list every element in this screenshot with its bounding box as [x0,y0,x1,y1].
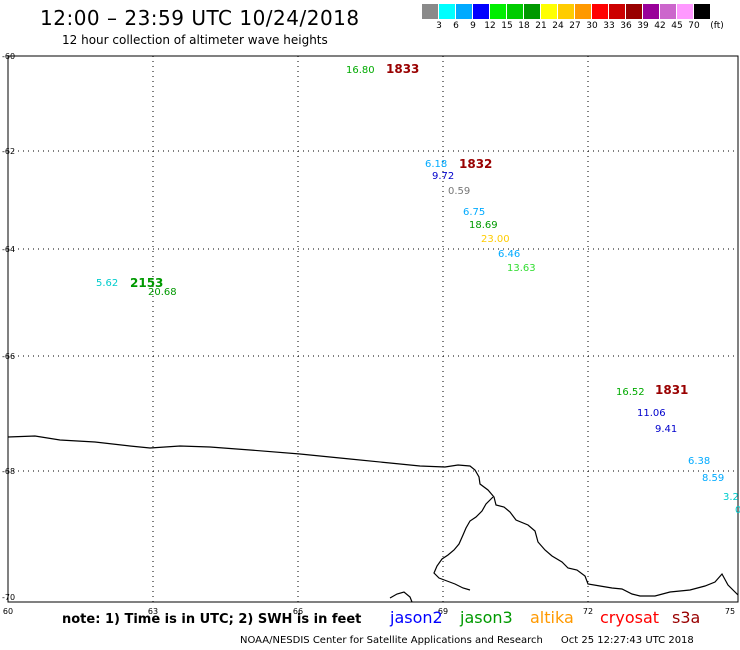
swh-value: 13.63 [507,263,536,274]
colorbar-tick-label: 30 [586,21,598,31]
legend-s3a: s3a [672,608,701,627]
pass-time-label: 1831 [655,383,688,397]
colorbar-swatch [694,4,711,19]
colorbar-tick-label: 36 [620,21,632,31]
track-1831: 16.52 1831 11.06 9.41 6.38 8.59 3.2 0 [616,383,740,516]
track-1833: 16.80 1833 [346,62,419,76]
swh-value: 16.52 [616,387,645,398]
swh-colorbar [422,4,711,19]
lon-label: 75 [725,607,735,616]
colorbar-tick-label: 21 [535,21,547,31]
lat-labels: -60 -62 -64 -66 -68 -70 [2,52,15,602]
colorbar-labels: 3 6 9 12 15 18 21 24 27 30 33 36 39 42 45 70 (ft) [422,21,740,33]
lat-label: -64 [2,245,15,254]
lat-label: -66 [2,352,15,361]
map-subtitle: 12 hour collection of altimeter wave hei… [62,33,328,47]
colorbar-swatch [456,4,473,19]
pass-time-label: 1832 [459,157,492,171]
swh-value: 6.18 [425,159,447,170]
footer-org: NOAA/NESDIS Center for Satellite Applica… [240,635,543,646]
colorbar-tick-label: 3 [436,21,442,31]
colorbar-tick-label: 39 [637,21,649,31]
lat-label: -68 [2,467,15,476]
lon-label: 63 [148,607,158,616]
lon-label: 66 [293,607,303,616]
colorbar-swatch [524,4,541,19]
track-2153: 5.62 2153 20.68 [96,276,177,298]
swh-value: 3.2 [723,492,739,503]
colorbar-tick-label: 70 [688,21,700,31]
lon-label: 60 [3,607,13,616]
swh-value: 9.41 [655,424,677,435]
colorbar-tick-label: 12 [484,21,496,31]
colorbar-tick-label: (ft) [710,21,724,31]
swh-value: 8.59 [702,473,724,484]
swh-value: 16.80 [346,65,375,76]
colorbar-swatch [609,4,626,19]
colorbar-swatch [473,4,490,19]
colorbar-tick-label: 45 [671,21,683,31]
colorbar-swatch [575,4,592,19]
colorbar-swatch [626,4,643,19]
swh-value: 0 [735,505,740,516]
lat-label: -60 [2,52,15,61]
colorbar-swatch [541,4,558,19]
units-note: note: 1) Time is in UTC; 2) SWH is in fe… [62,612,362,627]
colorbar-swatch [592,4,609,19]
swh-value: 6.46 [498,249,520,260]
swh-value: 5.62 [96,278,118,289]
colorbar-swatch [507,4,524,19]
antarctic-coastline [7,435,739,597]
lon-label: 69 [438,607,448,616]
swh-value: 6.38 [688,456,710,467]
swh-value: 11.06 [637,408,666,419]
colorbar-tick-label: 27 [569,21,581,31]
colorbar-tick-label: 9 [470,21,476,31]
lon-label: 72 [583,607,593,616]
footer: NOAA/NESDIS Center for Satellite Applica… [240,635,694,646]
colorbar-swatch [439,4,456,19]
legend-jason3: jason3 [460,608,513,627]
pass-time-label: 1833 [386,62,419,76]
colorbar-swatch [490,4,507,19]
footer-timestamp: Oct 25 12:27:43 UTC 2018 [560,635,694,646]
lat-label: -62 [2,147,15,156]
colorbar-tick-label: 24 [552,21,564,31]
legend-cryosat: cryosat [600,608,660,627]
colorbar-swatch [643,4,660,19]
swh-value: 23.00 [481,234,510,245]
swh-value: 0.59 [448,186,470,197]
colorbar-swatch [660,4,677,19]
swh-value: 18.69 [469,220,498,231]
colorbar-swatch [677,4,694,19]
swh-value: 9.72 [432,171,454,182]
colorbar-tick-label: 6 [453,21,459,31]
colorbar-swatch [422,4,439,19]
inlet-coastline [433,496,494,591]
map-title: 12:00 – 23:59 UTC 10/24/2018 [40,6,360,30]
swh-value: 20.68 [148,287,177,298]
pass-time-label: 2153 [130,276,163,290]
colorbar-tick-label: 42 [654,21,666,31]
swh-value: 6.75 [463,207,485,218]
legend-jason2: jason2 [390,608,443,627]
colorbar-tick-label: 33 [603,21,615,31]
graticule [8,56,738,602]
track-1832: 6.18 1832 9.72 0.59 6.75 18.69 23.00 6.4… [425,157,536,274]
coastline-fragment [389,591,413,603]
colorbar-tick-label: 15 [501,21,513,31]
map-frame [7,55,739,603]
lon-labels: 60 63 66 69 72 75 [3,607,735,616]
lat-label: -70 [2,593,15,602]
colorbar-swatch [558,4,575,19]
legend-altika: altika [530,608,574,627]
colorbar-tick-label: 18 [518,21,530,31]
